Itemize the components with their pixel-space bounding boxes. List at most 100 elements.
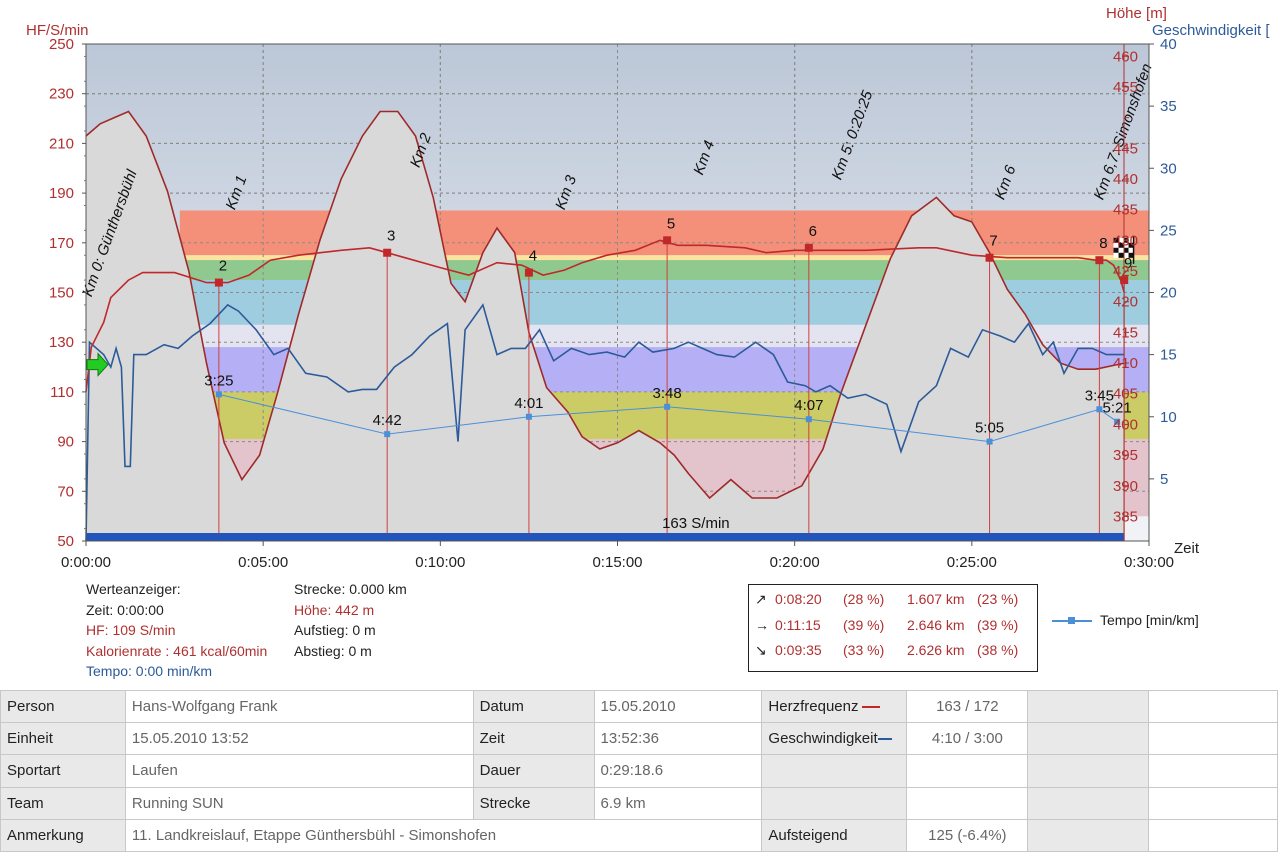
km-marker-point [663, 236, 672, 245]
km-marker-number: 7 [989, 233, 997, 250]
flag-cell [1128, 237, 1134, 243]
arrow-down-right-icon: ↘ [755, 642, 767, 658]
readout-aufstieg: Aufstieg: 0 m [294, 622, 376, 638]
x-axis-title: Zeit [1174, 540, 1200, 557]
left-axis-tick-label: 210 [49, 135, 74, 152]
finish-flag-icon [1113, 235, 1135, 264]
flag-cell [1113, 252, 1119, 258]
tempo-point [805, 416, 812, 423]
speed-axis-tick-label: 25 [1160, 222, 1177, 239]
start-arrow-icon [86, 352, 109, 377]
height-line [85, 110, 1125, 500]
person-value: Hans-Wolfgang Frank [124, 689, 474, 724]
km-marker-point [985, 253, 994, 262]
summary-time: 0:11:15 [775, 617, 821, 633]
gesch-key: Geschwindigkeit [761, 722, 908, 756]
readout-hoehe: Höhe: 442 m [294, 601, 375, 618]
hf-line [85, 239, 1125, 392]
km-marker-point [524, 268, 533, 277]
flag-cell [1123, 242, 1129, 248]
empty-cell [1148, 754, 1278, 788]
left-axis-tick-label: 130 [49, 334, 74, 351]
speed-line [85, 303, 1125, 542]
km-marker-number: 5 [667, 215, 675, 232]
flag-cell [1128, 247, 1134, 253]
speed-axis-title: Geschwindigkeit [ [1152, 22, 1270, 39]
left-axis-tick-label: 230 [49, 86, 74, 103]
summary-dist: 2.646 km [907, 617, 965, 633]
einheit-key: Einheit [0, 722, 126, 756]
x-axis-tick-label: 0:10:00 [415, 554, 465, 571]
empty-cell [761, 754, 908, 788]
empty-cell [761, 786, 908, 820]
gesch-key-label: Geschwindigkeit [768, 730, 878, 748]
speed-axis-tick-label: 40 [1160, 36, 1177, 53]
anmerkung-key: Anmerkung [0, 818, 126, 852]
x-axis-tick-label: 0:05:00 [238, 554, 288, 571]
tempo-point [1096, 406, 1103, 413]
summary-dist: 1.607 km [907, 591, 965, 607]
flag-cell [1113, 247, 1119, 253]
tempo-line [218, 393, 1118, 443]
hf-key-label: Herzfrequenz [768, 698, 859, 716]
km-marker-number: 2 [219, 258, 227, 275]
readout-abstieg: Abstieg: 0 m [294, 642, 372, 659]
aufsteigend-key: Aufsteigend [761, 818, 908, 852]
km-marker-point [383, 248, 392, 257]
cadence-label: 163 S/min [662, 515, 730, 532]
team-value: Running SUN [124, 786, 474, 820]
arrow-up-right-icon: ↗ [755, 591, 767, 607]
tempo-point [384, 431, 391, 438]
summary-pct: (28 %) [843, 591, 885, 607]
table-row: Einheit 15.05.2010 13:52 Zeit 13:52:36 G… [0, 722, 1278, 756]
summary-pct: (39 %) [843, 617, 885, 633]
left-axis-tick-label: 250 [49, 36, 74, 53]
km-marker-number: 3 [387, 228, 395, 245]
km-marker-number: 9 [1124, 255, 1132, 272]
flag-cell [1118, 242, 1124, 248]
km-marker-point [1095, 256, 1104, 265]
tempo-label: 4:42 [373, 412, 402, 429]
speed-axis-tick-label: 30 [1160, 160, 1177, 177]
datum-key: Datum [472, 689, 595, 724]
summary-dpct: (39 %) [977, 617, 1019, 633]
value-readout-left: Werteanzeiger: Zeit: 0:00:00 HF: 109 S/m… [86, 579, 267, 682]
tempo-legend-label: Tempo [min/km] [1100, 612, 1199, 628]
summary-dpct: (23 %) [977, 591, 1019, 607]
sport-key: Sportart [0, 754, 126, 788]
x-axis-tick-label: 0:25:00 [947, 554, 997, 571]
datum-value: 15.05.2010 [593, 689, 763, 724]
tempo-point [664, 403, 671, 410]
summary-pct: (33 %) [843, 642, 885, 658]
tempo-point [1114, 418, 1121, 425]
flag-cell [1123, 247, 1129, 253]
tempo-label: 3:45 [1085, 387, 1114, 404]
km-marker-point [214, 278, 223, 287]
height-area [86, 111, 1125, 541]
empty-cell [1148, 786, 1278, 820]
km-marker-number: 6 [809, 223, 817, 240]
slope-summary-box: ↗ 0:08:20 (28 %) 1.607 km (23 %) → 0:11:… [748, 584, 1038, 672]
x-axis-tick-label: 0:00:00 [61, 554, 111, 571]
flag-cell [1118, 247, 1124, 253]
dauer-value: 0:29:18.6 [593, 754, 763, 788]
speed-axis-tick-label: 35 [1160, 98, 1177, 115]
speed-axis-tick-label: 5 [1160, 471, 1168, 488]
sport-value: Laufen [124, 754, 474, 788]
flag-cell [1128, 252, 1134, 258]
cadence-bar [86, 533, 1125, 541]
flag-cell [1113, 237, 1119, 243]
aufsteigend-value: 125 (-6.4%) [906, 818, 1029, 852]
tempo-label: 5:05 [975, 420, 1004, 437]
table-row: Team Running SUN Strecke 6.9 km [0, 786, 1278, 820]
zeit-value: 13:52:36 [593, 722, 763, 756]
hf-value: 163 / 172 [906, 689, 1029, 724]
readout-kalorien: Kalorienrate : 461 kcal/60min [86, 642, 268, 659]
flag-cell [1118, 252, 1124, 258]
left-axis-tick-label: 70 [57, 483, 74, 500]
x-axis-tick-label: 0:15:00 [592, 554, 642, 571]
value-readout-right: Strecke: 0.000 km Höhe: 442 m Aufstieg: … [294, 579, 407, 661]
hf-line-icon [862, 706, 881, 709]
flag-cell [1118, 237, 1124, 243]
